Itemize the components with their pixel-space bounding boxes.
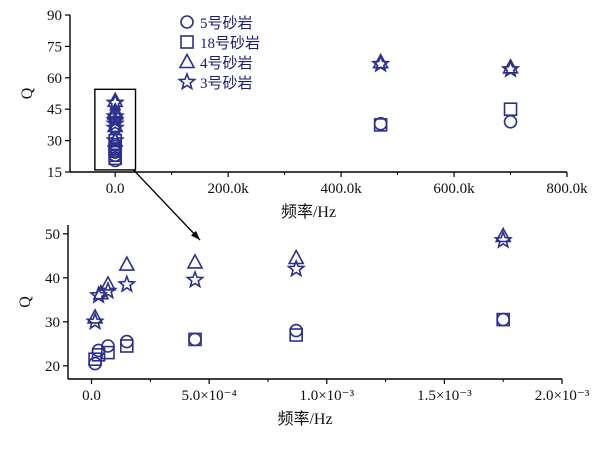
bottom-plot: 0.0 5.0×10⁻⁴ 1.0×10⁻³ 1.5×10⁻³ 2.0×10⁻³ 20 30 4… (17, 225, 590, 428)
star-point (185, 269, 205, 289)
y-tick-label: 75 (47, 39, 62, 55)
triangle-point (186, 253, 204, 269)
zoom-annotation (94, 88, 201, 241)
triangle-point (106, 131, 124, 147)
triangle-point (494, 226, 512, 243)
zoom-arrow (133, 169, 201, 241)
series-triangle (86, 226, 512, 324)
legend-item: 4号砂岩 (178, 52, 253, 72)
circle-point (188, 332, 202, 347)
legend-label: 18号砂岩 (200, 35, 260, 52)
legend-label: 4号砂岩 (200, 55, 253, 72)
series-triangle (106, 52, 519, 147)
top-plot: 0.0 200.0k 400.0k 600.0k 800.0k 15 30 45 60 75 90 频… (19, 8, 588, 221)
legend-item: 3号砂岩 (177, 71, 253, 92)
y-tick-label: 45 (47, 102, 62, 118)
x-tick-label: 0.0 (106, 181, 125, 197)
x-tick-label: 800.0k (546, 181, 588, 197)
x-tick-label: 5.0×10⁻⁴ (181, 388, 236, 404)
triangle-point (86, 308, 104, 324)
legend-label: 3号砂岩 (200, 75, 253, 92)
series-circle (108, 114, 518, 168)
y-tick-label: 90 (47, 8, 62, 24)
legend-square-symbol (180, 35, 194, 49)
square-point (91, 347, 106, 362)
y-tick-label: 15 (47, 165, 62, 181)
circle-point (503, 114, 518, 129)
x-tick-label: 2.0×10⁻³ (535, 388, 590, 404)
triangle-point (99, 275, 117, 291)
y-tick-label: 30 (47, 134, 62, 150)
circle-point (88, 356, 102, 371)
triangle-point (287, 248, 305, 265)
legend-circle-symbol (180, 15, 194, 29)
y-tick-label: 40 (45, 271, 60, 287)
circle-point (496, 312, 510, 327)
legend-label: 5号砂岩 (200, 15, 253, 32)
square-point (101, 345, 115, 360)
legend-triangle-symbol (178, 52, 196, 69)
legend-item: 5号砂岩 (180, 15, 253, 32)
x-tick-label: 0.0 (82, 388, 101, 404)
y-tick-label: 50 (45, 227, 60, 243)
y-tick-label: 20 (45, 359, 60, 375)
series-star (85, 230, 513, 331)
x-axis-label: 频率/Hz (277, 410, 332, 428)
square-point (188, 332, 202, 347)
triangle-point (118, 255, 136, 271)
y-axis-label: Q (19, 87, 36, 99)
square-point (373, 118, 388, 132)
series-star (105, 53, 521, 149)
axes: 0.0 200.0k 400.0k 600.0k 800.0k 15 30 45 60 75 90 (47, 8, 588, 197)
square-point (503, 102, 518, 116)
star-point (370, 53, 391, 73)
x-tick-label: 400.0k (320, 181, 362, 197)
square-point (496, 312, 510, 327)
square-point (289, 328, 303, 342)
axes: 0.0 5.0×10⁻⁴ 1.0×10⁻³ 1.5×10⁻³ 2.0×10⁻³ 20 30 4… (45, 225, 590, 404)
y-tick-label: 30 (45, 315, 60, 331)
star-point (117, 274, 137, 293)
zoom-arrow-head (191, 230, 200, 240)
star-point (105, 110, 125, 130)
y-axis-label: Q (17, 296, 34, 308)
legend: 5号砂岩 18号砂岩 4号砂岩 3号砂岩 (177, 15, 260, 92)
x-tick-label: 200.0k (208, 181, 250, 197)
circle-point (120, 334, 134, 349)
star-point (500, 59, 521, 78)
zoom-box (94, 88, 137, 171)
star-point (85, 311, 105, 331)
square-point (88, 352, 102, 367)
star-point (105, 106, 125, 125)
series-square (108, 102, 518, 166)
x-tick-label: 600.0k (433, 181, 475, 197)
legend-star-symbol (177, 71, 197, 91)
star-point (493, 230, 513, 249)
star-point (105, 92, 125, 112)
star-point (105, 117, 125, 137)
series-square (88, 312, 510, 367)
legend-item: 18号砂岩 (180, 35, 260, 52)
square-point (120, 339, 134, 353)
x-tick-label: 1.5×10⁻³ (417, 388, 472, 404)
x-tick-label: 1.0×10⁻³ (299, 388, 354, 404)
x-axis-label: 频率/Hz (281, 203, 336, 221)
circle-point (289, 323, 303, 338)
star-point (98, 280, 118, 300)
star-point (105, 130, 125, 149)
star-point (105, 113, 125, 133)
star-point (286, 258, 306, 278)
y-tick-label: 60 (47, 71, 62, 87)
